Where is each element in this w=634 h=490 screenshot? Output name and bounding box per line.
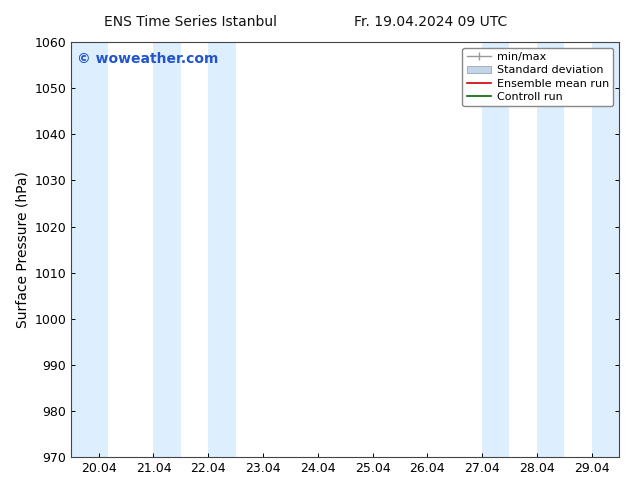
Bar [592, 42, 619, 457]
Y-axis label: Surface Pressure (hPa): Surface Pressure (hPa) [15, 171, 29, 328]
Text: ENS Time Series Istanbul: ENS Time Series Istanbul [104, 15, 276, 29]
Bar [537, 42, 564, 457]
Text: © woweather.com: © woweather.com [77, 52, 218, 67]
Bar [153, 42, 181, 457]
Bar [208, 42, 236, 457]
Bar [482, 42, 510, 457]
Legend: min/max, Standard deviation, Ensemble mean run, Controll run: min/max, Standard deviation, Ensemble me… [462, 48, 614, 106]
Text: Fr. 19.04.2024 09 UTC: Fr. 19.04.2024 09 UTC [354, 15, 508, 29]
Bar [71, 42, 108, 457]
